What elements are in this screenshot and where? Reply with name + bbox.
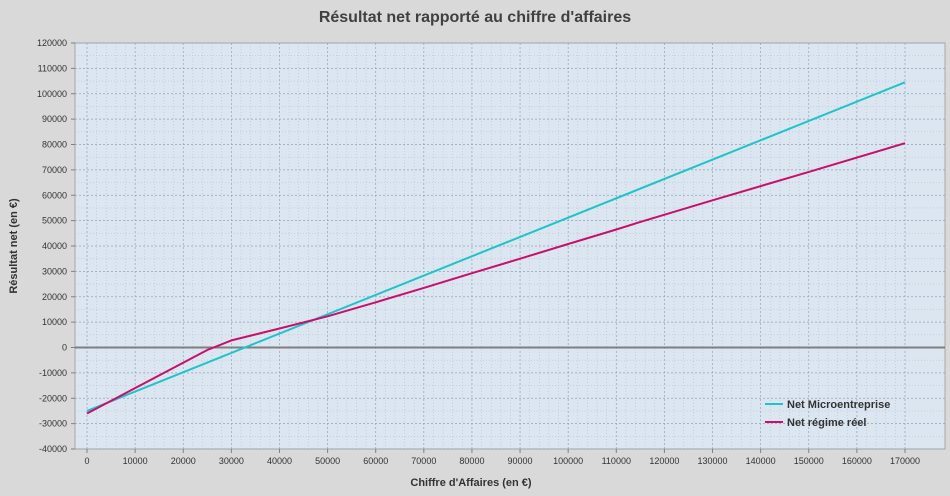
y-tick-label: 50000 (42, 216, 67, 226)
y-tick-label: 120000 (37, 38, 67, 48)
y-tick-label: 10000 (42, 317, 67, 327)
series-group (86, 81, 906, 415)
x-tick-label: 160000 (842, 456, 872, 466)
y-axis-title: Résultat net (en €) (8, 198, 20, 294)
y-tick-label: 90000 (42, 114, 67, 124)
y-tick-label: 20000 (42, 292, 67, 302)
x-tick-label: 110000 (602, 456, 631, 466)
x-tick-label: 170000 (890, 456, 920, 466)
y-tick-label: -10000 (39, 368, 67, 378)
y-tick-label: -40000 (39, 444, 67, 454)
x-tick-label: 40000 (267, 456, 292, 466)
y-tick-label: 70000 (42, 165, 67, 175)
x-axis-ticks: 0 10000 20000 30000 40000 50000 60000 70000 8000… (84, 449, 920, 466)
series-line-1 (86, 81, 906, 412)
x-tick-label: 140000 (746, 456, 776, 466)
legend-label-2: Net régime réel (787, 417, 866, 429)
x-tick-label: 80000 (459, 456, 484, 466)
x-tick-label: 50000 (315, 456, 340, 466)
y-tick-label: 100000 (37, 89, 67, 99)
x-tick-label: 20000 (171, 456, 196, 466)
x-tick-label: 60000 (363, 456, 388, 466)
minor-grid (75, 43, 945, 449)
x-tick-label: 100000 (553, 456, 583, 466)
x-tick-label: 30000 (219, 456, 244, 466)
y-tick-label: 110000 (38, 63, 67, 73)
y-tick-label: 40000 (42, 241, 67, 251)
x-tick-label: 120000 (649, 456, 679, 466)
y-tick-label: -30000 (39, 419, 67, 429)
x-tick-label: 0 (84, 456, 89, 466)
x-tick-label: 150000 (794, 456, 824, 466)
y-axis-ticks: -40000 -30000 -20000 -10000 0 10000 20000 30000… (37, 38, 75, 454)
y-tick-label: 60000 (42, 190, 67, 200)
y-tick-label: -20000 (39, 393, 67, 403)
legend: Net Microentreprise Net régime réel (765, 399, 890, 429)
x-tick-label: 90000 (508, 456, 533, 466)
chart-title: Résultat net rapporté au chiffre d'affai… (319, 9, 631, 26)
legend-label-1: Net Microentreprise (787, 399, 890, 411)
y-tick-label: 30000 (42, 266, 67, 276)
plot-area (74, 42, 946, 450)
series-line-2 (86, 142, 906, 415)
x-tick-label: 70000 (411, 456, 436, 466)
x-tick-label: 130000 (698, 456, 728, 466)
y-tick-label: 0 (62, 343, 67, 353)
y-tick-label: 80000 (42, 140, 67, 150)
x-axis-title: Chiffre d'Affaires (en €) (410, 477, 532, 489)
x-tick-label: 10000 (123, 456, 148, 466)
